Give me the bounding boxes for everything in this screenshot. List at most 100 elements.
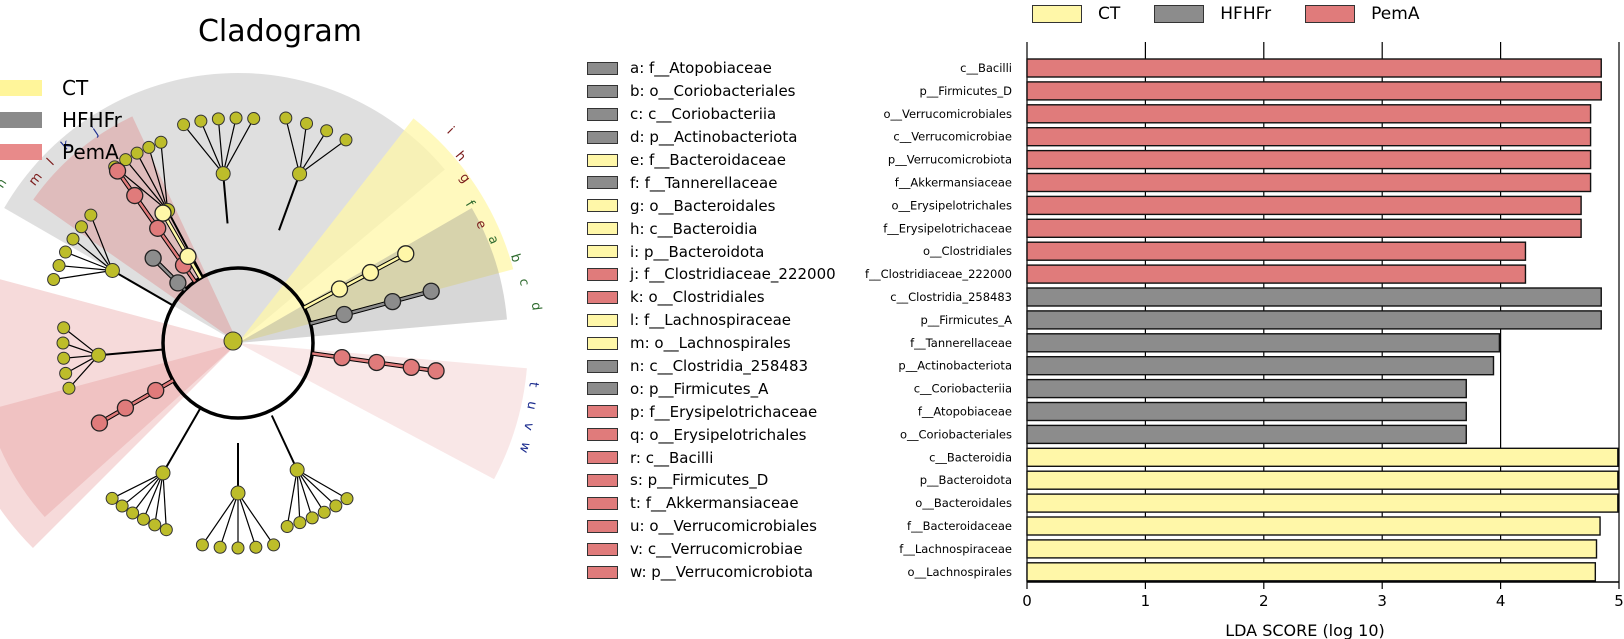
lda-bar-label: o__Lachnospirales	[908, 565, 1012, 579]
key-label: u: o__Verrucomicrobiales	[630, 517, 817, 536]
clado-leaf-node	[213, 540, 227, 554]
clado-branch	[299, 130, 328, 175]
clado-branch	[237, 492, 257, 548]
lda-bar-label: c__Bacteroidia	[929, 450, 1012, 464]
key-item: h: c__Bacteroidia	[587, 217, 836, 240]
lda-bar	[1026, 241, 1527, 261]
key-label: h: c__Bacteroidia	[630, 219, 758, 238]
clado-leaf-node	[247, 112, 261, 126]
lda-x-axis-label: LDA SCORE (log 10)	[1225, 621, 1385, 639]
key-swatch	[587, 61, 618, 75]
clado-leaf-node	[317, 505, 331, 519]
lda-legend-swatch-pema	[1305, 5, 1356, 23]
clado-branch	[200, 120, 224, 174]
key-swatch	[587, 565, 618, 579]
clado-leaf-node	[195, 538, 209, 552]
clado-branch	[121, 472, 164, 507]
clado-leaf-node	[126, 506, 140, 520]
key-swatch	[587, 313, 618, 327]
lda-bar	[1026, 447, 1619, 467]
key-swatch	[587, 473, 618, 487]
lda-bar	[1026, 264, 1527, 284]
clado-node-pema	[427, 362, 445, 380]
key-swatch	[587, 130, 618, 144]
clado-branch	[296, 469, 348, 500]
key-item: l: f__Lachnospiraceae	[587, 309, 836, 332]
key-label: d: p__Actinobacteriota	[630, 128, 798, 147]
key-label: g: o__Bacteroidales	[630, 196, 776, 215]
key-item: r: c__Bacilli	[587, 446, 836, 469]
lda-legend-item-hfhfr: HFHFr	[1154, 4, 1271, 24]
clado-branch	[222, 173, 229, 224]
key-label: q: o__Erysipelotrichales	[630, 425, 807, 444]
clado-ring-label: v	[520, 420, 537, 432]
clado-node	[289, 462, 305, 478]
clado-node	[292, 166, 308, 182]
clado-node-pema	[90, 414, 109, 432]
key-item: q: o__Erysipelotrichales	[587, 423, 836, 446]
lda-bar-label: p__Firmicutes_D	[920, 84, 1013, 98]
clado-branch	[111, 472, 164, 499]
lda-bar-label: o__Erysipelotrichales	[892, 198, 1012, 212]
key-label: i: p__Bacteroidota	[630, 242, 765, 261]
key-swatch	[587, 359, 618, 373]
clado-node-hfhfr	[383, 292, 402, 311]
key-item: a: f__Atopobiaceae	[587, 57, 836, 80]
clado-node-pema	[108, 162, 127, 180]
clado-leaf-node	[130, 146, 144, 160]
clado-node-pema	[149, 219, 167, 237]
legend-label-pema: PemA	[62, 140, 119, 164]
clado-node	[91, 347, 107, 363]
lda-tick-label: 0	[1022, 592, 1032, 610]
key-item: s: p__Firmicutes_D	[587, 469, 836, 492]
lda-bar	[1026, 81, 1602, 101]
lda-bar	[1026, 539, 1598, 559]
clado-branch	[296, 469, 337, 507]
clado-branch	[296, 469, 301, 523]
clado-branch	[222, 118, 255, 174]
clado-leaf-node	[59, 366, 73, 380]
key-label: j: f__Clostridiaceae_222000	[630, 265, 836, 284]
clado-node-pema	[126, 186, 144, 205]
clado-branch	[219, 492, 239, 548]
clado-ring-label: q	[0, 455, 2, 469]
lda-bar-label: f__Tannerellaceae	[910, 336, 1012, 350]
clado-sector-bacteroidota	[238, 118, 514, 344]
clado-leaf-node	[66, 232, 80, 246]
clado-branch	[58, 264, 113, 272]
key-label: r: c__Bacilli	[630, 448, 714, 467]
key-swatch	[587, 222, 618, 236]
key-item: u: o__Verrucomicrobiales	[587, 515, 836, 538]
clado-branch	[270, 415, 299, 471]
lda-bar-label: f__Erysipelotrichaceae	[883, 221, 1012, 235]
key-item: d: p__Actinobacteriota	[587, 126, 836, 149]
lda-bar-label: p__Actinobacteriota	[898, 359, 1012, 373]
clado-sector-verrucomicrobiota	[238, 343, 527, 480]
key-swatch	[587, 290, 618, 304]
clado-branch	[72, 238, 113, 271]
clado-branch	[201, 492, 239, 546]
key-item: i: p__Bacteroidota	[587, 240, 836, 263]
clado-leaf-node	[105, 491, 119, 505]
key-item: k: o__Clostridiales	[587, 286, 836, 309]
key-item: j: f__Clostridiaceae_222000	[587, 263, 836, 286]
clado-leaf-node	[154, 135, 168, 149]
lda-bar-label: o__Verrucomicrobiales	[883, 107, 1012, 121]
lda-bar	[1026, 424, 1467, 445]
lda-bar	[1026, 493, 1619, 513]
key-item: n: c__Clostridia_258483	[587, 355, 836, 378]
legend-item-ct: CT	[0, 72, 122, 104]
lda-legend-swatch-ct	[1032, 5, 1082, 23]
key-swatch	[587, 519, 618, 533]
key-swatch	[587, 153, 618, 167]
clado-leaf-node	[136, 512, 150, 526]
lda-bar	[1026, 333, 1501, 353]
clado-branch	[237, 492, 275, 546]
lda-legend-label-pema: PemA	[1371, 4, 1420, 24]
clado-node	[104, 263, 120, 278]
key-label: b: o__Coriobacteriales	[630, 82, 796, 101]
key-swatch	[587, 405, 618, 419]
lda-bar	[1026, 310, 1602, 330]
lda-bar-label: o__Bacteroidales	[915, 496, 1012, 510]
